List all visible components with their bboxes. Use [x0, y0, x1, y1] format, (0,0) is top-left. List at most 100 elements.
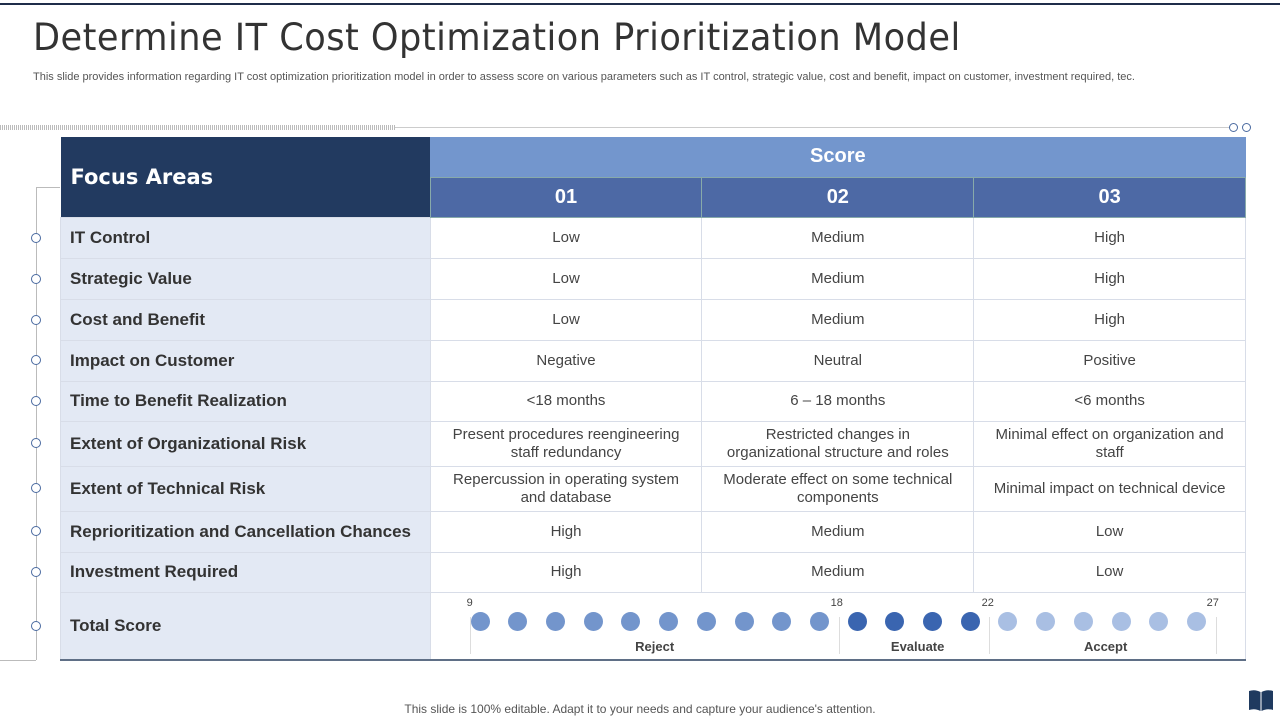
focus-area-label: Extent of Organizational Risk	[60, 420, 431, 467]
timeline-connector	[0, 660, 36, 661]
score-cell: Minimal impact on technical device	[973, 465, 1246, 512]
zone-label-evaluate: Evaluate	[890, 638, 945, 654]
score-cell: High	[973, 298, 1246, 341]
score-cell: Present procedures reengineering staff r…	[429, 420, 703, 467]
decor-hatch	[0, 125, 395, 130]
score-dot-evaluate	[885, 611, 905, 631]
timeline-dot	[31, 438, 41, 448]
zone-separator	[988, 616, 990, 654]
timeline-dot	[31, 526, 41, 536]
score-dot-accept	[1186, 611, 1206, 631]
circle-decor-icon	[1242, 123, 1251, 132]
score-dot-reject	[546, 611, 566, 631]
focus-area-label: Reprioritization and Cancellation Chance…	[60, 510, 431, 553]
zone-label-accept: Accept	[1083, 638, 1128, 654]
scale-tick: 9	[466, 596, 473, 609]
score-header: Score	[430, 137, 1246, 177]
timeline-dot	[31, 355, 41, 365]
table-row: Extent of Organizational Risk Present pro…	[60, 420, 1246, 467]
timeline-dot	[31, 621, 41, 631]
table-bottom-border	[60, 659, 1246, 661]
table-row: Time to Benefit Realization <18 months 6 –…	[60, 380, 1246, 422]
zone-separator	[1215, 616, 1217, 654]
circle-decor-icon	[1229, 123, 1238, 132]
book-icon	[1249, 690, 1273, 711]
score-cell: 6 – 18 months	[701, 380, 975, 422]
top-border	[0, 3, 1280, 5]
focus-area-label: Cost and Benefit	[60, 298, 431, 341]
score-dot-reject	[583, 611, 603, 631]
score-cell: Negative	[429, 339, 703, 382]
table-row: Reprioritization and Cancellation Chance…	[60, 510, 1246, 553]
score-cell: Neutral	[701, 339, 975, 382]
score-cell: <18 months	[429, 380, 703, 422]
score-cell: Moderate effect on some technical compon…	[701, 465, 975, 512]
score-cell: High	[973, 257, 1246, 300]
score-cell: Low	[429, 216, 703, 259]
score-cell: Minimal effect on organization and staff	[973, 420, 1246, 467]
page-title: Determine IT Cost Optimization Prioritiz…	[33, 16, 961, 59]
score-cell: Low	[429, 298, 703, 341]
zone-separator	[469, 616, 471, 654]
score-dot-reject	[734, 611, 754, 631]
score-dot-reject	[659, 611, 679, 631]
focus-area-label: Strategic Value	[60, 257, 431, 300]
focus-area-label: Time to Benefit Realization	[60, 380, 431, 422]
footer-note: This slide is 100% editable. Adapt it to…	[404, 702, 876, 716]
score-cell: Positive	[973, 339, 1246, 382]
timeline-line	[36, 187, 37, 660]
score-dot-evaluate	[960, 611, 980, 631]
score-cell: Medium	[701, 551, 975, 593]
prioritization-table: Focus Areas Score 01 02 03 IT Control Low…	[60, 137, 1247, 661]
score-dot-accept	[1073, 611, 1093, 631]
zone-label-reject: Reject	[635, 638, 675, 654]
score-cell: High	[973, 216, 1246, 259]
score-dot-accept	[1111, 611, 1131, 631]
score-col-01: 01	[429, 176, 703, 218]
score-dot-evaluate	[847, 611, 867, 631]
total-score-row: Total Score 9 18 22 27 Reject Evaluate Accept	[60, 591, 1247, 661]
zone-separator	[838, 616, 840, 654]
score-dot-reject	[621, 611, 641, 631]
timeline-dot	[31, 567, 41, 577]
score-dot-reject	[809, 611, 829, 631]
table-row: Cost and Benefit Low Medium High	[60, 298, 1246, 341]
focus-area-label: Impact on Customer	[60, 339, 431, 382]
table-row: Investment Required High Medium Low	[60, 551, 1246, 593]
score-cell: Medium	[701, 510, 975, 553]
focus-area-label: Extent of Technical Risk	[60, 465, 431, 512]
score-dot-evaluate	[923, 611, 943, 631]
score-dot-accept	[998, 611, 1018, 631]
focus-area-label: IT Control	[60, 216, 431, 259]
score-cell: <6 months	[973, 380, 1246, 422]
scale-tick: 18	[830, 596, 843, 609]
page-subtitle: This slide provides information regardin…	[33, 71, 1135, 83]
timeline-dot	[31, 274, 41, 284]
score-cell: Medium	[701, 298, 975, 341]
timeline-dot	[31, 483, 41, 493]
score-cell: Medium	[701, 257, 975, 300]
table-row: IT Control Low Medium High	[60, 216, 1246, 259]
score-dot-reject	[772, 611, 792, 631]
score-dot-reject	[696, 611, 716, 631]
score-cell: Low	[429, 257, 703, 300]
scale-tick: 22	[981, 596, 994, 609]
focus-area-label: Investment Required	[60, 551, 431, 593]
score-dot-reject	[470, 611, 490, 631]
score-scale: 9 18 22 27 Reject Evaluate Accept	[431, 593, 1245, 660]
divider	[395, 127, 1230, 128]
score-cell: Restricted changes in organizational str…	[701, 420, 975, 467]
score-col-03: 03	[973, 176, 1246, 218]
table-row: Impact on Customer Negative Neutral Positiv…	[60, 339, 1246, 382]
timeline-connector	[36, 187, 60, 188]
score-cell: Low	[973, 551, 1246, 593]
timeline-dot	[31, 233, 41, 243]
score-dot-accept	[1036, 611, 1056, 631]
score-dot-accept	[1149, 611, 1169, 631]
score-cell: Low	[973, 510, 1246, 553]
table-row: Strategic Value Low Medium High	[60, 257, 1246, 300]
focus-areas-header: Focus Areas	[60, 137, 431, 217]
table-row: Extent of Technical Risk Repercussion in …	[60, 465, 1246, 512]
score-cell: High	[429, 551, 703, 593]
score-cell: Repercussion in operating system and dat…	[429, 465, 703, 512]
